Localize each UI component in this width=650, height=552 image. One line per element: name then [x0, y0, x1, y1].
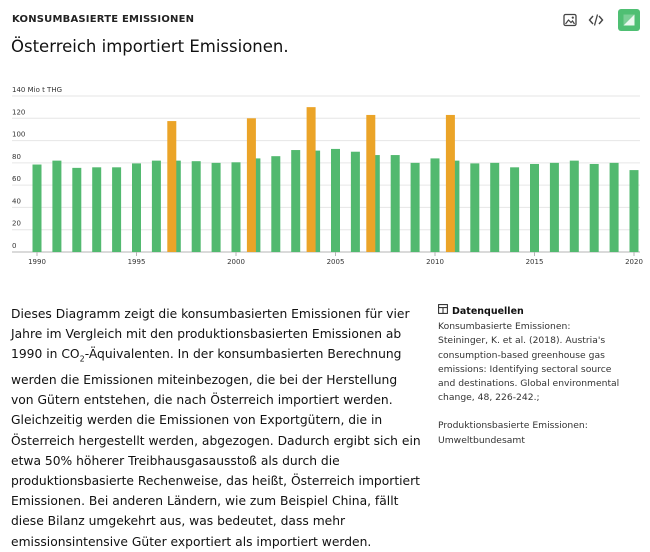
production-bar-1995 — [132, 163, 141, 252]
production-bar-2015 — [530, 163, 539, 252]
code-icon[interactable] — [588, 12, 604, 28]
x-tick-label-1995: 1995 — [128, 258, 146, 266]
production-bar-1990 — [32, 164, 42, 252]
production-bar-2020 — [629, 170, 639, 252]
y-tick-label-20: 20 — [12, 220, 21, 228]
x-tick-label-1990: 1990 — [28, 258, 46, 266]
production-bar-1993 — [92, 167, 102, 252]
description-text: Dieses Diagramm zeigt die konsumbasierte… — [11, 307, 410, 362]
production-source-label: Produktionsbasierte Emissionen: — [438, 420, 588, 432]
emissions-bar-chart: 0 20 40 60 80 100 120 140 Mio t THG 1990 1995 2000… — [12, 86, 643, 266]
y-tick-label-140: 140 Mio t THG — [12, 86, 62, 94]
image-icon[interactable] — [562, 12, 578, 28]
x-tick-label-2000: 2000 — [227, 258, 245, 266]
consumption-bar-2004 — [306, 107, 316, 252]
production-bar-2008 — [390, 155, 400, 252]
y-tick-label-120: 120 — [12, 108, 25, 116]
consumption-bar-1997 — [167, 121, 177, 252]
production-source-ref: Umweltbundesamt — [438, 434, 525, 446]
production-bar-1992 — [72, 167, 82, 252]
y-tick-label-40: 40 — [12, 197, 21, 205]
consumption-source-label: Konsumbasierte Emissionen: — [438, 321, 571, 333]
chart-title: Österreich importiert Emissionen. — [11, 37, 289, 56]
production-bar-2017 — [569, 160, 579, 252]
x-tick-label-2010: 2010 — [426, 258, 444, 266]
production-bar-2006 — [350, 151, 360, 252]
x-tick-label-2005: 2005 — [327, 258, 345, 266]
y-tick-label-60: 60 — [12, 175, 21, 183]
production-bar-2012 — [470, 163, 480, 252]
production-bar-1994 — [112, 167, 122, 252]
production-bar-2003 — [291, 150, 301, 252]
sources-heading-text: Datenquellen — [452, 305, 524, 317]
production-bar-1998 — [191, 161, 201, 252]
production-bar-1991 — [52, 160, 62, 252]
brand-logo-icon[interactable] — [618, 9, 640, 31]
co2-subscript: 2 — [79, 354, 85, 364]
production-bar-2018 — [589, 163, 599, 252]
y-tick-label-80: 80 — [12, 153, 21, 161]
consumption-bar-2001 — [246, 118, 256, 253]
production-bar-2019 — [609, 162, 619, 252]
x-tick-label-2015: 2015 — [526, 258, 544, 266]
consumption-source-ref: Steininger, K. et al. (2018). Austria's … — [438, 335, 620, 404]
production-bar-2002 — [271, 156, 281, 252]
production-bar-2013 — [490, 162, 500, 252]
production-bar-2009 — [410, 162, 420, 252]
chart-eyebrow: KONSUMBASIERTE EMISSIONEN — [12, 14, 195, 25]
production-bar-1996 — [151, 160, 161, 252]
sources-heading: Datenquellen — [438, 304, 628, 319]
production-bar-1999 — [211, 162, 221, 252]
data-sources: Datenquellen Konsumbasierte Emissionen: … — [438, 304, 628, 448]
consumption-bar-2007 — [366, 114, 376, 252]
production-bar-2014 — [510, 167, 520, 252]
consumption-bar-2011 — [445, 114, 455, 252]
production-bar-2000 — [231, 162, 241, 252]
production-bar-2010 — [430, 158, 440, 252]
y-tick-label-100: 100 — [12, 131, 25, 139]
chart-toolbar — [562, 9, 640, 31]
chart-description: Dieses Diagramm zeigt die konsumbasierte… — [11, 304, 423, 552]
production-bar-2005 — [331, 148, 340, 252]
description-text-cont: -Äquivalenten. In der konsumbasierten Be… — [11, 347, 421, 549]
production-bar-2016 — [549, 162, 559, 252]
y-tick-label-0: 0 — [12, 242, 16, 250]
table-icon — [438, 304, 448, 319]
x-tick-label-2020: 2020 — [625, 258, 643, 266]
